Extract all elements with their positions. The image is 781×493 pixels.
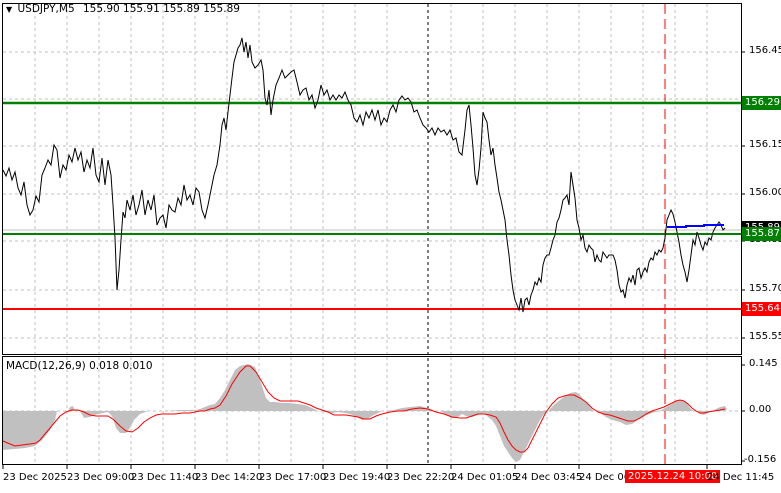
price-tick: 156.45 — [749, 45, 781, 56]
macd-histogram — [3, 364, 727, 462]
price-tick: 156.15 — [749, 139, 781, 150]
symbol-header: ▼ USDJPY,M5 155.90 155.91 155.89 155.89 — [6, 3, 240, 15]
time-highlight-label: 2025.12.24 10:00 — [625, 470, 721, 483]
blue-segment — [667, 224, 724, 228]
macd-tick: -0.156 — [744, 454, 777, 465]
time-label: 23 Dec 22:20 — [387, 472, 455, 483]
support-price-tag: 155.64 — [742, 302, 781, 316]
macd-axis: 0.145 0.00 -0.156 — [744, 357, 781, 465]
price-tick: 156.00 — [749, 187, 781, 198]
macd-signal-line — [2, 365, 726, 453]
time-label: 23 Dec 19:40 — [323, 472, 391, 483]
time-label: 24 Dec 01:05 — [451, 472, 519, 483]
macd-tick: 0.145 — [749, 358, 778, 369]
time-label: 24 Dec 06:2 — [579, 472, 640, 483]
price-tick: 155.70 — [749, 283, 781, 294]
triangle-down-icon[interactable]: ▼ — [6, 5, 13, 14]
time-axis: 23 Dec 2025 23 Dec 09:00 23 Dec 11:40 23… — [0, 470, 781, 489]
time-label: 24 Dec 03:45 — [515, 472, 583, 483]
time-label: 23 Dec 17:00 — [259, 472, 327, 483]
time-label: 24 Dec 11:45 — [707, 472, 775, 483]
symbol-name: USDJPY,M5 — [17, 3, 75, 15]
ohlc-values: 155.90 155.91 155.89 155.89 — [82, 3, 240, 15]
macd-tick: 0.00 — [749, 404, 772, 415]
time-label: 23 Dec 09:00 — [67, 472, 135, 483]
resistance-price-tag: 156.29 — [742, 96, 781, 110]
time-label: 23 Dec 2025 — [3, 472, 67, 483]
price-line — [2, 37, 726, 313]
time-label: 23 Dec 14:20 — [195, 472, 263, 483]
pivot-price-tag: 155.87 — [742, 227, 781, 241]
price-tick: 155.55 — [749, 331, 781, 342]
time-label: 23 Dec 11:40 — [131, 472, 199, 483]
macd-indicator-label: MACD(12,26,9) 0.018 0.010 — [6, 360, 153, 372]
